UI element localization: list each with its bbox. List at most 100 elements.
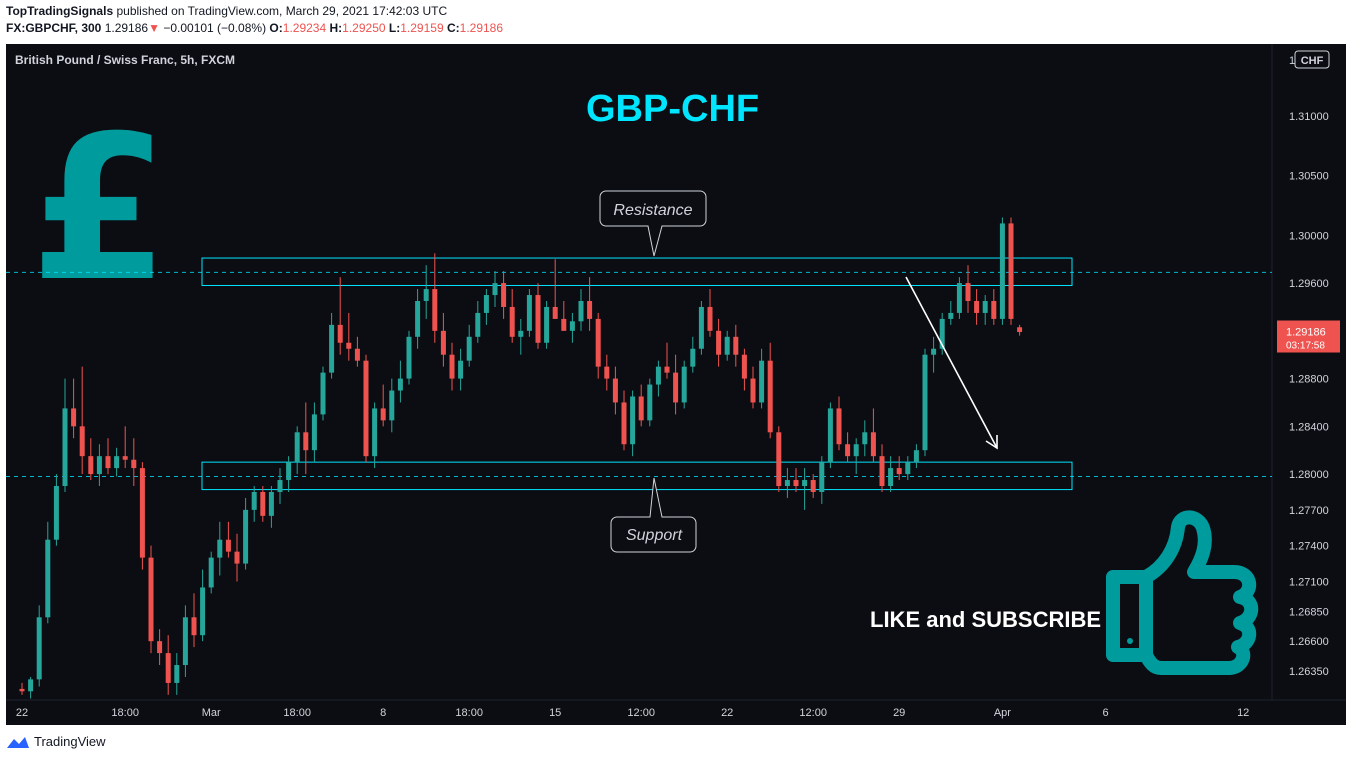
low-label: L: [388, 21, 401, 35]
footer-brand[interactable]: TradingView [34, 734, 106, 749]
support-zone[interactable] [201, 461, 1073, 491]
candle [819, 456, 825, 504]
candle [827, 402, 833, 469]
time-tick-label: Apr [994, 707, 1011, 719]
price-axis[interactable]: 1.31000 1.30500 1.30000 1.29600 1.28800 1.284… [1289, 111, 1329, 678]
candle [621, 390, 627, 451]
candle [698, 301, 704, 355]
candle [329, 312, 335, 379]
candle [982, 295, 988, 325]
candle [432, 253, 438, 343]
candle [561, 301, 567, 331]
candle [277, 468, 283, 504]
candle [896, 456, 902, 481]
candle [105, 438, 111, 475]
price-tag-value: 1.29186 [1286, 327, 1326, 339]
candle [518, 318, 524, 355]
time-tick-label: 18:00 [283, 707, 311, 719]
candle [79, 366, 85, 475]
down-arrow-icon: ▼ [148, 21, 160, 35]
candle [483, 289, 489, 325]
candle [268, 486, 274, 528]
time-tick-label: 6 [1103, 707, 1109, 719]
candle [294, 426, 300, 475]
candle [767, 342, 773, 439]
candle [991, 289, 997, 325]
footer: TradingView [6, 734, 106, 749]
candle [337, 277, 343, 355]
candlestick-chart[interactable]: £ GBP-CHF 1.310001.305001.300001.296001.… [6, 44, 1346, 725]
candle [647, 378, 653, 427]
candle [303, 402, 309, 475]
candle [114, 447, 120, 477]
price-tag-countdown: 03:17:58 [1286, 341, 1325, 352]
candle [638, 384, 644, 427]
time-tick-label: 12 [1237, 707, 1249, 719]
candle [578, 289, 584, 331]
author-name[interactable]: TopTradingSignals [6, 4, 114, 18]
open-value: 1.29234 [282, 21, 327, 35]
candle [802, 468, 808, 510]
candle [148, 545, 154, 654]
candle [440, 312, 446, 367]
current-price-tag: 1.29186 03:17:58 [1277, 320, 1340, 353]
candle [415, 289, 421, 349]
candle [96, 444, 102, 486]
candle [122, 426, 128, 469]
publish-line: TopTradingSignals published on TradingVi… [6, 3, 1346, 20]
candle [905, 456, 911, 481]
candle [776, 426, 782, 492]
cta-text: LIKE and SUBSCRIBE [870, 607, 1101, 632]
candle [836, 396, 842, 451]
candle [913, 444, 919, 469]
candle [681, 360, 687, 409]
resistance-callout: Resistance [599, 190, 707, 257]
candle [380, 384, 386, 427]
projection-arrow [905, 276, 998, 450]
candle [999, 217, 1005, 325]
candle [217, 521, 223, 576]
low-value: 1.29159 [400, 21, 444, 35]
candle [526, 289, 532, 337]
resistance-label: Resistance [613, 202, 692, 219]
price-tick-label: 1.30000 [1289, 230, 1329, 242]
candle [458, 348, 464, 391]
price-tick-label: 1.31000 [1289, 111, 1329, 123]
resistance-zone[interactable] [201, 257, 1073, 286]
candle [225, 521, 231, 558]
candle [131, 438, 137, 486]
support-label: Support [626, 527, 683, 544]
candle [509, 289, 515, 343]
candle [733, 324, 739, 367]
scale-top-label: 1 [1289, 55, 1295, 67]
price-tick-label: 1.29600 [1289, 278, 1329, 290]
time-axis[interactable]: 22 18:00 Mar 18:00 8 18:00 15 12:00 22 12:00 29 Apr… [16, 707, 1249, 719]
candle [664, 342, 670, 379]
candle [19, 682, 25, 695]
chart-panel[interactable]: £ GBP-CHF 1.31000 1.30500 1.30000 1.29600 1.… [6, 44, 1346, 725]
candle [191, 593, 197, 648]
price-tick-label: 1.27700 [1289, 505, 1329, 517]
candle [354, 336, 360, 367]
candle [750, 366, 756, 409]
currency-badge-label: CHF [1301, 55, 1324, 67]
time-tick-label: 18:00 [455, 707, 483, 719]
candle [948, 301, 954, 325]
candle [71, 378, 77, 439]
candle [363, 354, 369, 463]
close-value: 1.29186 [459, 21, 504, 35]
price-tick-label: 1.28000 [1289, 469, 1329, 481]
candle [544, 301, 550, 349]
candle [165, 635, 171, 695]
price-tick-label: 1.26350 [1289, 666, 1329, 678]
candle [965, 265, 971, 313]
candle [604, 354, 610, 391]
svg-text:£: £ [30, 93, 169, 326]
candle [389, 378, 395, 433]
candle [793, 468, 799, 492]
candle [569, 312, 575, 343]
high-value: 1.29250 [342, 21, 386, 35]
currency-badge[interactable]: 1 CHF [1289, 50, 1330, 69]
candle [45, 521, 51, 624]
price-tick-label: 1.28800 [1289, 374, 1329, 386]
